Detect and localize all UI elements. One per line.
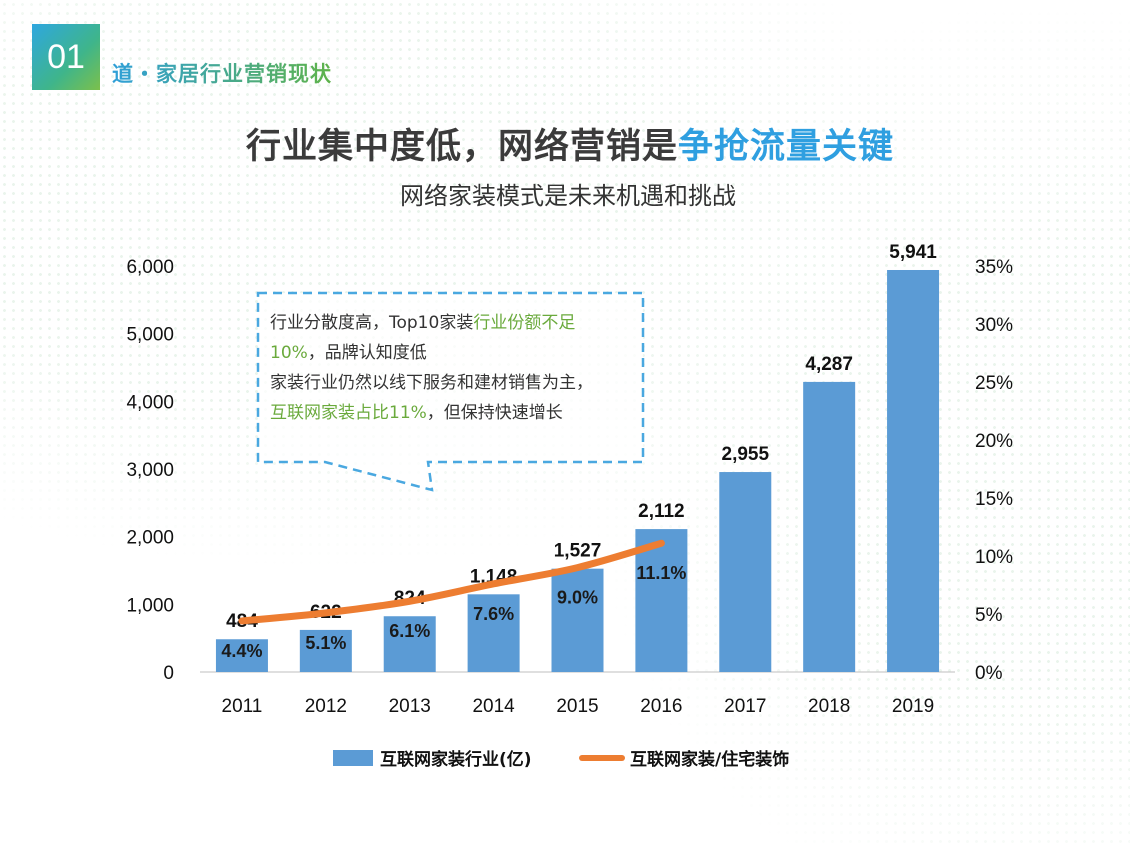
legend-line-label: 互联网家装/住宅装饰 bbox=[630, 749, 789, 770]
bar bbox=[383, 616, 436, 672]
left-axis-tick: 3,000 bbox=[126, 460, 174, 481]
bar bbox=[551, 568, 604, 672]
page-title-main: 行业集中度低，网络营销是 bbox=[245, 127, 678, 167]
legend-bar-label: 互联网家装行业(亿) bbox=[380, 749, 532, 770]
bar bbox=[467, 594, 520, 672]
x-axis-tick: 2019 bbox=[892, 696, 934, 717]
right-axis-tick: 0% bbox=[975, 663, 1003, 684]
x-axis-tick: 2017 bbox=[724, 696, 766, 717]
bar bbox=[719, 472, 772, 672]
callout-line-4: 互联网家装占比11%，但保持快速增长 bbox=[270, 398, 640, 428]
x-axis-tick: 2011 bbox=[222, 696, 263, 717]
page-title-highlight: 争抢流量关键 bbox=[678, 127, 895, 167]
section-title: 道・家居行业营销现状 bbox=[112, 58, 332, 88]
callout-bubble bbox=[256, 291, 645, 492]
bar-value-label: 2,112 bbox=[638, 501, 685, 522]
right-axis-tick: 30% bbox=[975, 315, 1013, 336]
right-axis-tick: 35% bbox=[975, 257, 1013, 278]
x-axis-tick: 2013 bbox=[389, 696, 431, 717]
x-axis: 2011 2012 2013 2014 2015 2016 2017 2018 2019 bbox=[222, 696, 935, 717]
bar bbox=[635, 529, 688, 672]
left-axis-tick: 0 bbox=[163, 663, 174, 684]
right-axis-tick: 5% bbox=[975, 605, 1003, 626]
callout-line-2: 10%，品牌认知度低 bbox=[270, 338, 640, 368]
x-axis-tick: 2015 bbox=[556, 696, 598, 717]
legend: 互联网家装行业(亿) 互联网家装/住宅装饰 bbox=[333, 749, 789, 770]
x-axis-tick: 2014 bbox=[472, 696, 515, 717]
callout-line-1: 行业分散度高，Top10家装行业份额不足 bbox=[270, 308, 640, 338]
left-axis-tick: 4,000 bbox=[126, 392, 174, 413]
bar-value-label: 5,941 bbox=[889, 242, 937, 263]
bar bbox=[299, 629, 352, 672]
bar-value-label: 1,527 bbox=[554, 541, 602, 562]
bar-value-label: 2,955 bbox=[722, 444, 770, 465]
callout-highlight: 10% bbox=[270, 343, 308, 363]
bar bbox=[215, 639, 268, 672]
x-axis-tick: 2016 bbox=[640, 696, 682, 717]
page-subtitle: 网络家装模式是未来机遇和挑战 bbox=[400, 182, 736, 210]
x-axis-tick: 2018 bbox=[808, 696, 850, 717]
right-axis-tick: 20% bbox=[975, 431, 1013, 452]
x-axis-tick: 2012 bbox=[305, 696, 347, 717]
line-value-label: 7.6% bbox=[473, 604, 514, 624]
right-axis-tick: 25% bbox=[975, 373, 1013, 394]
left-axis-tick: 1,000 bbox=[126, 595, 174, 616]
line-value-label: 4.4% bbox=[221, 641, 262, 661]
callout-text-segment: ，品牌认知度低 bbox=[307, 343, 427, 363]
callout-text-segment: ，但保持快速增长 bbox=[426, 403, 563, 423]
right-axis: 0% 5% 10% 15% 20% 25% 30% 35% bbox=[975, 257, 1013, 684]
callout-line-3: 家装行业仍然以线下服务和建材销售为主， bbox=[270, 373, 593, 393]
line-value-label: 5.1% bbox=[305, 633, 346, 653]
left-axis-tick: 6,000 bbox=[126, 257, 174, 278]
share-trend-line bbox=[238, 539, 665, 625]
callout-highlight: 互联网家装占比11% bbox=[270, 403, 427, 423]
bar-series bbox=[215, 269, 940, 672]
left-axis-tick: 2,000 bbox=[126, 528, 174, 549]
right-axis-tick: 15% bbox=[975, 489, 1013, 510]
bar bbox=[887, 269, 940, 672]
left-axis: 0 1,000 2,000 3,000 4,000 5,000 6,000 bbox=[126, 257, 174, 684]
legend-bar-swatch bbox=[333, 750, 373, 766]
bar bbox=[803, 381, 856, 672]
section-number-badge: 01 bbox=[32, 24, 100, 90]
right-axis-tick: 10% bbox=[975, 547, 1013, 568]
callout-text-segment: 行业分散度高，Top10家装 bbox=[270, 313, 474, 333]
page-title: 行业集中度低，网络营销是争抢流量关键 bbox=[0, 118, 1130, 169]
callout-text: 行业分散度高，Top10家装行业份额不足 10%，品牌认知度低 家装行业仍然以线… bbox=[270, 308, 640, 428]
line-value-labels: 4.4% 5.1% 6.1% 7.6% 9.0% 11.1% bbox=[221, 563, 686, 661]
line-value-label: 11.1% bbox=[636, 563, 686, 583]
line-value-label: 9.0% bbox=[557, 588, 598, 608]
callout-highlight: 行业份额不足 bbox=[473, 313, 576, 333]
line-value-label: 6.1% bbox=[389, 621, 430, 641]
left-axis-tick: 5,000 bbox=[126, 325, 174, 346]
bar-value-label: 4,287 bbox=[805, 354, 853, 375]
